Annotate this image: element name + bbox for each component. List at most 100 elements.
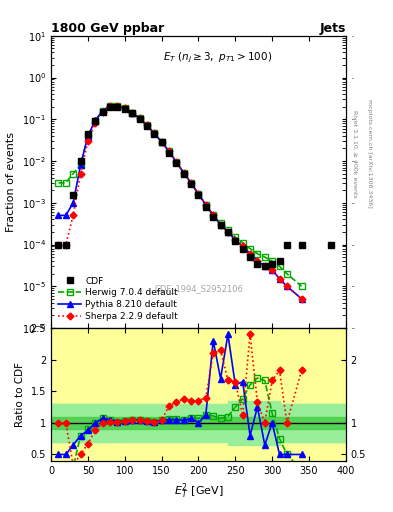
Herwig 7.0.4 default — [159, 139, 164, 145]
Sherpa 2.2.9 default — [174, 159, 179, 165]
Herwig 7.0.4 default — [248, 245, 252, 251]
CDF — [233, 238, 238, 244]
Bar — [118, 407, 140, 439]
Bar — [206, 407, 228, 439]
Sherpa 2.2.9 default — [182, 170, 186, 176]
CDF — [270, 261, 275, 267]
CDF — [248, 254, 252, 260]
Sherpa 2.2.9 default — [218, 222, 223, 228]
Line: Sherpa 2.2.9 default: Sherpa 2.2.9 default — [56, 104, 304, 301]
Bar — [162, 401, 184, 445]
Herwig 7.0.4 default — [78, 162, 83, 168]
Herwig 7.0.4 default — [270, 258, 275, 264]
Bar — [250, 401, 279, 445]
CDF — [182, 170, 186, 177]
Sherpa 2.2.9 default — [71, 212, 75, 219]
Bar — [51, 391, 73, 455]
Pythia 8.210 default — [189, 180, 193, 186]
Sherpa 2.2.9 default — [56, 242, 61, 248]
CDF — [137, 116, 142, 122]
Pythia 8.210 default — [137, 115, 142, 121]
Bar — [162, 410, 184, 436]
Sherpa 2.2.9 default — [241, 243, 245, 249]
Y-axis label: Ratio to CDF: Ratio to CDF — [15, 362, 25, 427]
Sherpa 2.2.9 default — [145, 122, 149, 129]
Text: CDF_1994_S2952106: CDF_1994_S2952106 — [154, 284, 243, 293]
Sherpa 2.2.9 default — [285, 283, 289, 289]
Herwig 7.0.4 default — [211, 212, 216, 219]
Sherpa 2.2.9 default — [299, 296, 304, 302]
Pythia 8.210 default — [277, 276, 282, 282]
CDF — [263, 263, 267, 269]
CDF — [218, 222, 223, 228]
Sherpa 2.2.9 default — [108, 103, 112, 110]
Herwig 7.0.4 default — [299, 283, 304, 289]
Herwig 7.0.4 default — [174, 159, 179, 165]
Pythia 8.210 default — [255, 258, 260, 264]
Herwig 7.0.4 default — [137, 115, 142, 121]
Sherpa 2.2.9 default — [115, 103, 120, 110]
Sherpa 2.2.9 default — [159, 139, 164, 145]
Pythia 8.210 default — [64, 212, 68, 219]
Sherpa 2.2.9 default — [270, 267, 275, 273]
Herwig 7.0.4 default — [255, 251, 260, 257]
Bar — [184, 410, 206, 436]
Bar — [279, 394, 316, 451]
Bar — [228, 391, 250, 455]
Bar — [279, 404, 316, 442]
CDF — [204, 204, 208, 210]
Sherpa 2.2.9 default — [196, 191, 201, 197]
CDF — [285, 242, 289, 248]
Herwig 7.0.4 default — [56, 180, 61, 186]
Sherpa 2.2.9 default — [167, 148, 171, 155]
CDF — [226, 229, 230, 235]
Herwig 7.0.4 default — [108, 103, 112, 109]
CDF — [108, 103, 112, 110]
Pythia 8.210 default — [56, 212, 61, 219]
Herwig 7.0.4 default — [196, 191, 201, 197]
CDF — [123, 105, 127, 112]
Sherpa 2.2.9 default — [226, 229, 230, 235]
Pythia 8.210 default — [204, 202, 208, 208]
Pythia 8.210 default — [123, 105, 127, 111]
CDF — [86, 131, 90, 137]
Bar — [140, 410, 162, 436]
Bar — [316, 394, 346, 451]
CDF — [196, 193, 201, 199]
Pythia 8.210 default — [100, 108, 105, 114]
Pythia 8.210 default — [285, 283, 289, 289]
Pythia 8.210 default — [196, 191, 201, 197]
Sherpa 2.2.9 default — [123, 105, 127, 111]
Herwig 7.0.4 default — [263, 254, 267, 260]
Line: CDF: CDF — [56, 104, 334, 269]
CDF — [167, 150, 171, 156]
Sherpa 2.2.9 default — [263, 263, 267, 269]
Herwig 7.0.4 default — [226, 227, 230, 233]
Pythia 8.210 default — [108, 103, 112, 109]
CDF — [329, 242, 334, 248]
Herwig 7.0.4 default — [233, 234, 238, 240]
Herwig 7.0.4 default — [123, 105, 127, 111]
Pythia 8.210 default — [226, 229, 230, 235]
Text: 1800 GeV ppbar: 1800 GeV ppbar — [51, 22, 164, 35]
Sherpa 2.2.9 default — [189, 180, 193, 186]
Pythia 8.210 default — [299, 296, 304, 302]
Sherpa 2.2.9 default — [248, 251, 252, 257]
CDF — [115, 103, 120, 110]
CDF — [145, 123, 149, 129]
Text: Rivet 3.1.10, ≥ 400k events: Rivet 3.1.10, ≥ 400k events — [352, 110, 357, 198]
CDF — [93, 118, 98, 124]
Y-axis label: Fraction of events: Fraction of events — [6, 132, 17, 232]
Herwig 7.0.4 default — [64, 180, 68, 186]
Legend: CDF, Herwig 7.0.4 default, Pythia 8.210 default, Sherpa 2.2.9 default: CDF, Herwig 7.0.4 default, Pythia 8.210 … — [55, 274, 181, 324]
Pythia 8.210 default — [263, 263, 267, 269]
CDF — [189, 181, 193, 187]
Pythia 8.210 default — [218, 222, 223, 228]
CDF — [130, 110, 134, 116]
Bar — [250, 391, 279, 455]
Herwig 7.0.4 default — [130, 110, 134, 116]
Herwig 7.0.4 default — [115, 103, 120, 110]
Pythia 8.210 default — [270, 267, 275, 273]
Pythia 8.210 default — [152, 131, 156, 137]
Herwig 7.0.4 default — [285, 271, 289, 277]
